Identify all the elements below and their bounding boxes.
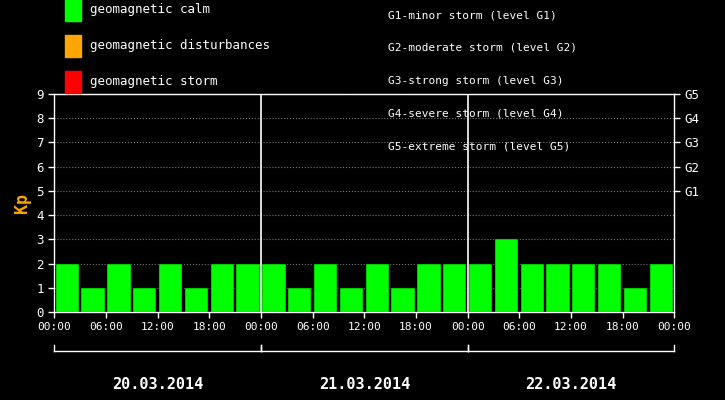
Bar (56, 264, 79, 312)
Text: 21.03.2014: 21.03.2014 (319, 378, 410, 392)
Bar (314, 264, 337, 312)
Text: 22.03.2014: 22.03.2014 (526, 378, 616, 392)
Text: G5-extreme storm (level G5): G5-extreme storm (level G5) (388, 141, 570, 151)
Bar (236, 264, 260, 312)
Bar (262, 264, 286, 312)
Text: geomagnetic storm: geomagnetic storm (90, 76, 218, 88)
Bar (494, 239, 518, 312)
Bar (443, 264, 466, 312)
Bar (211, 264, 234, 312)
Bar (159, 264, 182, 312)
Bar (340, 288, 363, 312)
Text: G3-strong storm (level G3): G3-strong storm (level G3) (388, 76, 563, 86)
Bar (133, 288, 157, 312)
Bar (547, 264, 570, 312)
Bar (107, 264, 130, 312)
Bar (81, 288, 104, 312)
Text: G1-minor storm (level G1): G1-minor storm (level G1) (388, 10, 557, 20)
Text: 20.03.2014: 20.03.2014 (112, 378, 203, 392)
Text: G2-moderate storm (level G2): G2-moderate storm (level G2) (388, 43, 577, 53)
Text: geomagnetic disturbances: geomagnetic disturbances (90, 40, 270, 52)
Bar (185, 288, 208, 312)
Bar (365, 264, 389, 312)
Bar (392, 288, 415, 312)
Bar (650, 264, 673, 312)
Bar (469, 264, 492, 312)
Text: geomagnetic calm: geomagnetic calm (90, 4, 210, 16)
Bar (624, 288, 647, 312)
Y-axis label: Kp: Kp (13, 193, 31, 213)
Bar (521, 264, 544, 312)
Text: G4-severe storm (level G4): G4-severe storm (level G4) (388, 108, 563, 118)
Bar (572, 264, 595, 312)
Bar (598, 264, 621, 312)
Bar (288, 288, 311, 312)
Bar (418, 264, 441, 312)
